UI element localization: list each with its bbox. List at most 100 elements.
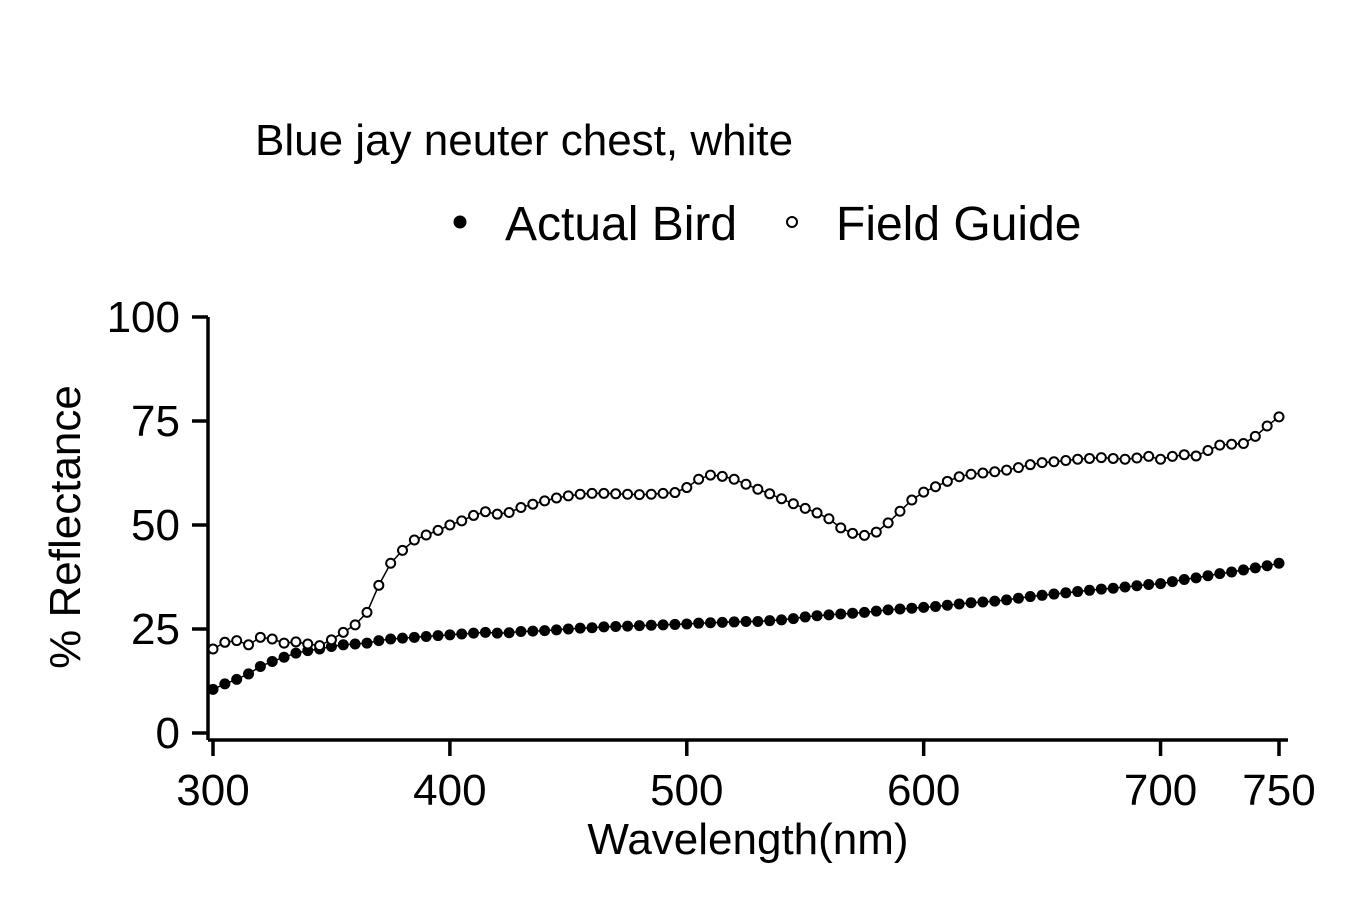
x-tick-label: 300 (176, 766, 249, 815)
point-actual-bird (219, 678, 231, 690)
point-actual-bird (420, 630, 432, 642)
point-actual-bird (728, 616, 740, 628)
point-actual-bird (207, 683, 219, 695)
point-actual-bird (847, 607, 859, 619)
point-field-guide (231, 635, 243, 647)
point-field-guide (1226, 438, 1238, 450)
x-tick-label: 700 (1124, 766, 1197, 815)
point-field-guide (598, 487, 610, 499)
x-tick-label: 600 (887, 766, 960, 815)
point-actual-bird (1155, 578, 1167, 590)
point-field-guide (278, 637, 290, 649)
point-field-guide (468, 509, 480, 521)
point-field-guide (1060, 455, 1072, 467)
point-field-guide (752, 483, 764, 495)
point-actual-bird (622, 620, 634, 632)
point-field-guide (610, 488, 622, 500)
point-field-guide (207, 643, 219, 655)
series-line-field-guide (212, 416, 1280, 650)
legend-marker-actual-bird (453, 215, 467, 229)
point-field-guide (669, 487, 681, 499)
point-actual-bird (1107, 582, 1119, 594)
point-field-guide (1237, 437, 1249, 449)
point-field-guide (266, 633, 278, 645)
point-field-guide (420, 529, 432, 541)
point-field-guide (515, 502, 527, 514)
point-field-guide (1095, 452, 1107, 464)
legend: Actual Bird Field Guide (453, 198, 1081, 251)
point-actual-bird (349, 638, 361, 650)
point-actual-bird (704, 617, 716, 629)
point-field-guide (539, 495, 551, 507)
point-field-guide (894, 505, 906, 517)
point-actual-bird (468, 627, 480, 639)
chart-title: Blue jay neuter chest, white (255, 116, 793, 165)
point-field-guide (835, 522, 847, 534)
point-actual-bird (1166, 576, 1178, 588)
point-actual-bird (918, 601, 930, 613)
point-actual-bird (1060, 587, 1072, 599)
point-field-guide (1261, 420, 1273, 432)
point-field-guide (408, 534, 420, 546)
point-field-guide (633, 489, 645, 501)
point-actual-bird (1119, 581, 1131, 593)
point-field-guide (1202, 445, 1214, 457)
point-field-guide (574, 488, 586, 500)
y-tick-label: 25 (131, 605, 180, 654)
point-field-guide (953, 471, 965, 483)
point-actual-bird (1048, 588, 1060, 600)
point-actual-bird (882, 604, 894, 616)
point-field-guide (787, 498, 799, 510)
point-actual-bird (776, 614, 788, 626)
point-actual-bird (1273, 557, 1285, 569)
point-field-guide (811, 507, 823, 519)
point-field-guide (314, 640, 326, 652)
point-actual-bird (1237, 564, 1249, 576)
point-actual-bird (681, 618, 693, 630)
point-field-guide (349, 619, 361, 631)
point-actual-bird (977, 596, 989, 608)
point-field-guide (361, 606, 373, 618)
point-field-guide (432, 524, 444, 536)
point-actual-bird (1131, 580, 1143, 592)
point-actual-bird (930, 601, 942, 613)
point-field-guide (693, 473, 705, 485)
point-field-guide (1072, 453, 1084, 465)
point-actual-bird (456, 628, 468, 640)
point-field-guide (1119, 453, 1131, 465)
point-field-guide (491, 508, 503, 520)
point-actual-bird (278, 651, 290, 663)
point-actual-bird (574, 622, 586, 634)
point-actual-bird (432, 630, 444, 642)
point-actual-bird (1036, 589, 1048, 601)
point-field-guide (527, 498, 539, 510)
point-actual-bird (858, 606, 870, 618)
point-actual-bird (337, 639, 349, 651)
point-actual-bird (1001, 594, 1013, 606)
x-tick-label: 750 (1242, 766, 1315, 815)
point-actual-bird (645, 619, 657, 631)
point-field-guide (503, 507, 515, 519)
point-actual-bird (479, 626, 491, 638)
point-field-guide (930, 481, 942, 493)
point-field-guide (906, 494, 918, 506)
point-actual-bird (1214, 568, 1226, 580)
point-actual-bird (669, 618, 681, 630)
point-actual-bird (1143, 578, 1155, 590)
point-field-guide (1190, 450, 1202, 462)
point-actual-bird (527, 625, 539, 637)
y-tick-label: 0 (156, 709, 180, 758)
point-field-guide (550, 492, 562, 504)
point-actual-bird (397, 632, 409, 644)
point-field-guide (1178, 449, 1190, 461)
point-actual-bird (941, 599, 953, 611)
point-actual-bird (1226, 566, 1238, 578)
point-actual-bird (1024, 591, 1036, 603)
point-field-guide (1012, 462, 1024, 474)
point-actual-bird (491, 627, 503, 639)
point-field-guide (325, 634, 337, 646)
point-field-guide (479, 506, 491, 518)
point-actual-bird (693, 617, 705, 629)
point-actual-bird (989, 595, 1001, 607)
point-field-guide (799, 502, 811, 514)
